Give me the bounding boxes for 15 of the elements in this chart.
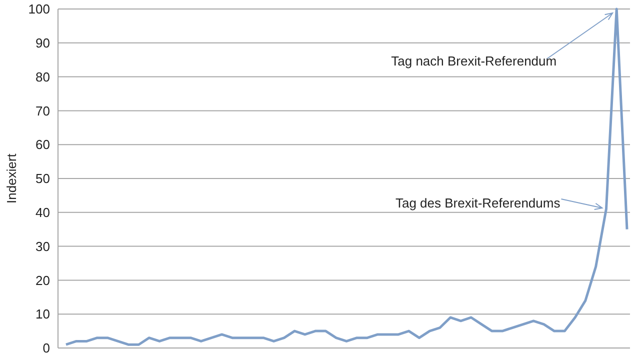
line-series [64, 8, 628, 346]
y-tick-label: 100 [28, 2, 50, 17]
y-tick-label: 0 [42, 340, 50, 356]
y-tick-label: 50 [36, 171, 50, 186]
y-axis-title: Indexiert [4, 153, 19, 204]
y-tick-label: 10 [36, 306, 50, 322]
annotation: Tag nach Brexit-Referendum [391, 54, 557, 69]
y-tick-label: 20 [36, 272, 50, 288]
y-tick-label: 90 [36, 35, 50, 50]
y-tick-label: 40 [36, 204, 50, 220]
y-tick-label: 70 [36, 103, 50, 118]
annotation: Tag des Brexit-Referendums [395, 196, 561, 211]
y-tick-label: 30 [36, 238, 50, 254]
y-tick-label: 60 [36, 137, 50, 152]
y-tick-label: 80 [36, 69, 50, 84]
